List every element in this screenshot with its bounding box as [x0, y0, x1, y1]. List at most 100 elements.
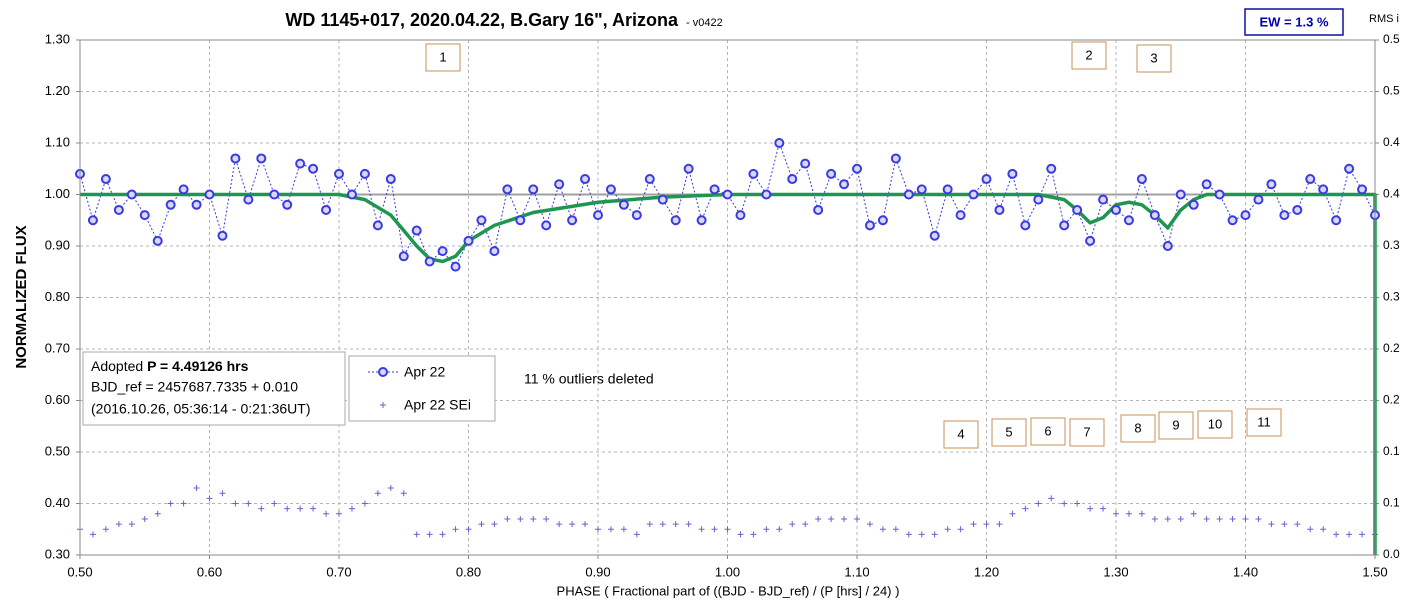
plus-point: [1229, 515, 1236, 522]
data-point: [657, 194, 668, 205]
y-tick-label: 1.30: [45, 31, 70, 46]
x-tick-label: 1.20: [974, 564, 999, 579]
plus-point: [1061, 500, 1068, 507]
x-tick-label: 0.60: [197, 564, 222, 579]
plus-point: [374, 490, 381, 497]
annotation-box: [1136, 44, 1172, 73]
y2-tick-label: 0.2: [1383, 341, 1400, 355]
plus-point: [1203, 515, 1210, 522]
data-point: [152, 235, 163, 246]
data-point: [644, 174, 655, 185]
data-point: [722, 189, 733, 200]
y2-tick-label: 0.5: [1383, 84, 1400, 98]
data-point: [1292, 204, 1303, 215]
data-point: [1162, 241, 1173, 251]
plus-point: [620, 526, 627, 533]
plus-point: [750, 531, 757, 538]
plus-point: [387, 485, 394, 492]
plus-point: [607, 526, 614, 533]
plus-point: [918, 531, 925, 538]
data-point: [800, 158, 811, 169]
plus-point: [841, 515, 848, 522]
data-point: [528, 184, 539, 195]
info-line: (2016.10.26, 05:36:14 - 0:21:36UT): [91, 401, 310, 417]
data-point: [1059, 220, 1070, 231]
data-point: [683, 163, 694, 174]
data-point: [1175, 189, 1186, 200]
chart-subtitle: - v0422: [686, 17, 723, 29]
plus-point: [258, 505, 265, 512]
y-tick-label: 1.00: [45, 186, 70, 201]
data-point: [139, 210, 150, 221]
y-tick-label: 0.50: [45, 443, 70, 458]
data-point: [165, 199, 176, 210]
plus-point: [1009, 510, 1016, 517]
plus-point: [672, 521, 679, 528]
x-tick-label: 0.70: [326, 564, 351, 579]
badge: EW = 1.3 %: [1260, 14, 1329, 29]
plus-point: [1281, 521, 1288, 528]
plus-point: [879, 526, 886, 533]
plus-point: [478, 521, 485, 528]
plus-point: [1346, 531, 1353, 538]
plus-point: [128, 521, 135, 528]
plus-point: [789, 521, 796, 528]
y2-tick-label: 0.5: [1383, 32, 1400, 46]
x-tick-label: 1.50: [1362, 564, 1387, 579]
plus-point: [504, 515, 511, 522]
data-point: [1098, 194, 1109, 205]
y2-tick-label: 0.0: [1383, 547, 1400, 561]
info-line: Adopted P = 4.49126 hrs: [91, 358, 249, 374]
plus-point: [685, 521, 692, 528]
plus-point: [1113, 510, 1119, 517]
plus-point: [866, 521, 873, 528]
data-point: [385, 174, 396, 185]
data-point: [113, 204, 124, 215]
data-point: [334, 168, 344, 179]
plus-point: [996, 521, 1003, 528]
plus-point: [1138, 510, 1145, 517]
legend-symbol: [380, 402, 386, 408]
plus-point: [892, 526, 899, 533]
y2-axis-title: RMS i: [1369, 13, 1399, 25]
plus-point: [854, 515, 860, 522]
annotation: 10: [1208, 416, 1222, 431]
data-point: [813, 204, 824, 215]
annotation: 11: [1257, 414, 1271, 429]
plus-point: [983, 521, 990, 528]
plus-point: [711, 526, 718, 533]
plot-frame: [79, 39, 1376, 556]
plus-point: [1255, 515, 1262, 522]
plus-point: [1242, 515, 1249, 522]
annotation-box: [1246, 408, 1282, 437]
data-point: [567, 215, 578, 226]
data-point: [593, 210, 603, 221]
data-point: [877, 215, 888, 226]
plus-point: [180, 500, 187, 507]
plus-point: [439, 531, 446, 538]
plus-point: [1307, 526, 1314, 533]
plus-point: [776, 526, 783, 533]
y-axis-title: NORMALIZED FLUX: [13, 225, 30, 368]
data-point: [1344, 163, 1355, 174]
data-point: [1188, 199, 1199, 210]
data-point: [1046, 163, 1057, 174]
plus-point: [815, 515, 822, 522]
x-axis-title: PHASE ( Fractional part of ((BJD - BJD_r…: [557, 583, 900, 598]
plus-point: [1087, 505, 1094, 512]
data-point: [515, 215, 526, 226]
data-point: [372, 220, 383, 231]
annotation: 8: [1134, 420, 1141, 435]
data-point: [1020, 220, 1031, 231]
y2-tick-label: 0.3: [1383, 238, 1400, 252]
plus-point: [1333, 531, 1340, 538]
data-point: [1318, 184, 1329, 195]
plus-point: [1216, 515, 1223, 522]
plus-point: [569, 521, 576, 528]
badge-box: [1244, 8, 1344, 36]
plus-point: [336, 510, 342, 517]
plus-point: [102, 526, 109, 533]
plus-point: [348, 505, 355, 512]
plus-point: [193, 485, 200, 492]
